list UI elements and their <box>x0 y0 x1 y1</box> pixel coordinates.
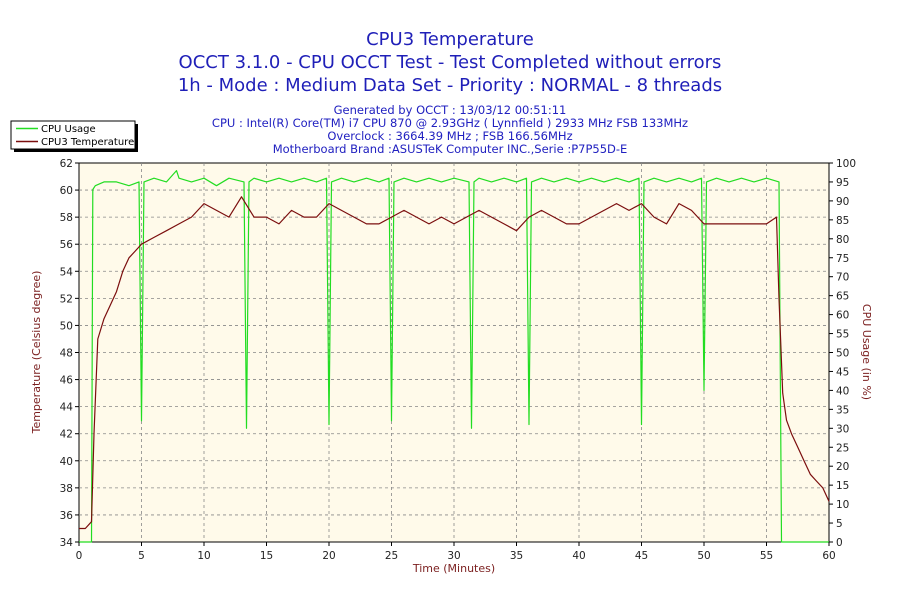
y-left-tick-label: 46 <box>60 375 74 387</box>
y-right-tick-label: 30 <box>836 423 849 435</box>
y-right-tick-label: 95 <box>836 177 849 189</box>
series-cpu3-temperature-line <box>79 196 830 530</box>
y-left-tick-label: 58 <box>60 212 73 224</box>
x-tick-label: 15 <box>260 550 273 562</box>
y-left-tick-label: 48 <box>60 348 73 360</box>
x-axis-label: Time (Minutes) <box>412 562 495 575</box>
y-right-tick-label: 20 <box>836 461 849 473</box>
y-right-tick-label: 85 <box>836 215 849 227</box>
y-right-tick-label: 35 <box>836 404 849 416</box>
y-left-tick-label: 38 <box>60 483 73 495</box>
y-right-tick-label: 65 <box>836 291 849 303</box>
x-tick-label: 25 <box>385 550 398 562</box>
info-motherboard: Motherboard Brand :ASUSTeK Computer INC.… <box>273 142 628 156</box>
x-tick-label: 35 <box>510 550 523 562</box>
y-right-tick-label: 15 <box>836 480 849 492</box>
y-right-tick-label: 80 <box>836 234 849 246</box>
legend-box <box>10 120 136 150</box>
series-lines <box>79 170 830 543</box>
info-overclock: Overclock : 3664.39 MHz ; FSB 166.56MHz <box>327 129 572 143</box>
grid-lines <box>79 163 829 542</box>
x-tick-label: 50 <box>697 550 710 562</box>
info-cpu: CPU : Intel(R) Core(TM) i7 CPU 870 @ 2.9… <box>212 116 688 130</box>
y-left-tick-label: 60 <box>60 185 73 197</box>
series-cpu-usage-line <box>79 170 829 543</box>
y-right-tick-label: 55 <box>836 329 849 341</box>
y-left-tick-label: 62 <box>60 158 73 170</box>
x-tick-label: 55 <box>760 550 773 562</box>
y-left-tick-label: 50 <box>60 320 73 332</box>
chart-subtitle-1: OCCT 3.1.0 - CPU OCCT Test - Test Comple… <box>179 52 722 73</box>
chart-title: CPU3 Temperature <box>366 29 534 50</box>
x-tick-label: 45 <box>635 550 648 562</box>
y-right-tick-label: 25 <box>836 442 849 454</box>
y-right-tick-label: 50 <box>836 348 849 360</box>
y-right-tick-label: 45 <box>836 366 849 378</box>
x-tick-label: 0 <box>76 550 83 562</box>
chart-subtitle-2: 1h - Mode : Medium Data Set - Priority :… <box>178 75 722 96</box>
legend-label-temperature: CPU3 Temperature <box>41 137 134 148</box>
y-left-tick-label: 42 <box>60 429 73 441</box>
legend: CPU Usage CPU3 Temperature <box>10 120 138 152</box>
y-left-tick-label: 54 <box>60 266 74 278</box>
y-right-tick-label: 60 <box>836 310 849 322</box>
y-left-tick-label: 36 <box>60 510 74 522</box>
x-tick-label: 20 <box>322 550 335 562</box>
y-left-tick-label: 34 <box>60 537 74 549</box>
y-right-tick-label: 5 <box>836 518 843 530</box>
info-generated: Generated by OCCT : 13/03/12 00:51:11 <box>334 103 567 117</box>
y-right-tick-label: 0 <box>836 537 843 549</box>
y-right-tick-label: 100 <box>836 158 856 170</box>
y-right-tick-label: 10 <box>836 499 849 511</box>
y-left-tick-label: 44 <box>60 402 74 414</box>
tick-labels: 0 5 10 15 20 25 30 35 40 45 50 55 603436384042444648… <box>60 158 856 562</box>
y-left-tick-label: 56 <box>60 239 74 251</box>
x-tick-label: 5 <box>138 550 145 562</box>
y-axis-left-label: Temperature (Celsius degree) <box>30 271 43 435</box>
legend-label-cpu-usage: CPU Usage <box>41 124 96 135</box>
y-right-tick-label: 90 <box>836 196 849 208</box>
x-tick-label: 30 <box>447 550 460 562</box>
x-tick-label: 40 <box>572 550 585 562</box>
y-right-tick-label: 75 <box>836 253 849 265</box>
y-right-tick-label: 70 <box>836 272 849 284</box>
x-tick-label: 60 <box>822 550 835 562</box>
y-left-tick-label: 40 <box>60 456 73 468</box>
x-tick-label: 10 <box>197 550 210 562</box>
y-left-tick-label: 52 <box>60 293 73 305</box>
y-right-tick-label: 40 <box>836 385 849 397</box>
y-axis-right-label: CPU Usage (in %) <box>860 304 873 400</box>
